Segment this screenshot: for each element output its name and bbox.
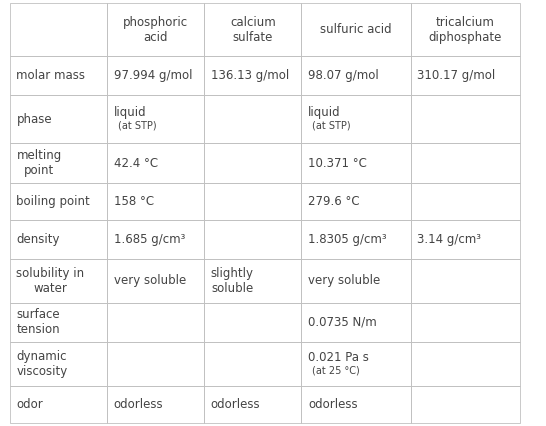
- Text: very soluble: very soluble: [308, 274, 380, 287]
- Text: melting
point: melting point: [16, 150, 62, 177]
- Text: phosphoric
acid: phosphoric acid: [123, 16, 188, 43]
- Text: 42.4 °C: 42.4 °C: [114, 157, 158, 170]
- Bar: [10, 386, 107, 423]
- Text: molar mass: molar mass: [16, 69, 85, 82]
- Bar: [10, 259, 107, 303]
- Bar: [301, 183, 411, 220]
- Bar: [411, 95, 520, 144]
- Text: 310.17 g/mol: 310.17 g/mol: [417, 69, 495, 82]
- Text: 3.14 g/cm³: 3.14 g/cm³: [417, 233, 481, 246]
- Bar: [204, 144, 301, 183]
- Bar: [107, 56, 204, 95]
- Text: density: density: [16, 233, 60, 246]
- Bar: [10, 3, 107, 56]
- Bar: [411, 303, 520, 342]
- Bar: [10, 144, 107, 183]
- Text: 97.994 g/mol: 97.994 g/mol: [114, 69, 192, 82]
- Bar: [107, 259, 204, 303]
- Text: very soluble: very soluble: [114, 274, 186, 287]
- Bar: [411, 386, 520, 423]
- Text: liquid: liquid: [308, 106, 341, 119]
- Text: (at STP): (at STP): [118, 121, 157, 131]
- Text: 136.13 g/mol: 136.13 g/mol: [211, 69, 289, 82]
- Bar: [301, 144, 411, 183]
- Text: (at STP): (at STP): [312, 121, 351, 131]
- Bar: [301, 3, 411, 56]
- Bar: [10, 342, 107, 386]
- Text: 0.0735 N/m: 0.0735 N/m: [308, 316, 377, 329]
- Bar: [10, 183, 107, 220]
- Bar: [301, 56, 411, 95]
- Text: 279.6 °C: 279.6 °C: [308, 195, 360, 208]
- Bar: [10, 220, 107, 259]
- Text: 1.685 g/cm³: 1.685 g/cm³: [114, 233, 185, 246]
- Text: odorless: odorless: [211, 398, 260, 411]
- Text: liquid: liquid: [114, 106, 146, 119]
- Bar: [204, 342, 301, 386]
- Bar: [107, 183, 204, 220]
- Text: 158 °C: 158 °C: [114, 195, 153, 208]
- Bar: [107, 342, 204, 386]
- Bar: [10, 56, 107, 95]
- Bar: [204, 220, 301, 259]
- Text: 1.8305 g/cm³: 1.8305 g/cm³: [308, 233, 387, 246]
- Text: odorless: odorless: [308, 398, 358, 411]
- Text: odorless: odorless: [114, 398, 163, 411]
- Text: phase: phase: [16, 112, 52, 126]
- Text: 10.371 °C: 10.371 °C: [308, 157, 367, 170]
- Bar: [411, 3, 520, 56]
- Bar: [301, 220, 411, 259]
- Bar: [204, 183, 301, 220]
- Bar: [411, 342, 520, 386]
- Bar: [411, 144, 520, 183]
- Text: calcium
sulfate: calcium sulfate: [230, 16, 276, 43]
- Bar: [301, 95, 411, 144]
- Bar: [107, 144, 204, 183]
- Text: solubility in
water: solubility in water: [16, 267, 85, 295]
- Text: (at 25 °C): (at 25 °C): [312, 366, 360, 376]
- Text: boiling point: boiling point: [16, 195, 90, 208]
- Bar: [204, 95, 301, 144]
- Bar: [411, 183, 520, 220]
- Bar: [204, 3, 301, 56]
- Bar: [107, 220, 204, 259]
- Bar: [107, 95, 204, 144]
- Bar: [10, 95, 107, 144]
- Bar: [204, 386, 301, 423]
- Bar: [411, 56, 520, 95]
- Bar: [107, 3, 204, 56]
- Bar: [204, 259, 301, 303]
- Bar: [107, 386, 204, 423]
- Bar: [301, 386, 411, 423]
- Bar: [301, 303, 411, 342]
- Bar: [10, 303, 107, 342]
- Text: surface
tension: surface tension: [16, 308, 60, 337]
- Text: 0.021 Pa s: 0.021 Pa s: [308, 351, 369, 364]
- Bar: [204, 56, 301, 95]
- Bar: [301, 259, 411, 303]
- Bar: [411, 220, 520, 259]
- Bar: [301, 342, 411, 386]
- Text: tricalcium
diphosphate: tricalcium diphosphate: [429, 16, 502, 43]
- Bar: [204, 303, 301, 342]
- Text: odor: odor: [16, 398, 43, 411]
- Text: 98.07 g/mol: 98.07 g/mol: [308, 69, 379, 82]
- Text: slightly
soluble: slightly soluble: [211, 267, 254, 295]
- Text: dynamic
viscosity: dynamic viscosity: [16, 350, 68, 378]
- Bar: [411, 259, 520, 303]
- Text: sulfuric acid: sulfuric acid: [320, 23, 392, 36]
- Bar: [107, 303, 204, 342]
